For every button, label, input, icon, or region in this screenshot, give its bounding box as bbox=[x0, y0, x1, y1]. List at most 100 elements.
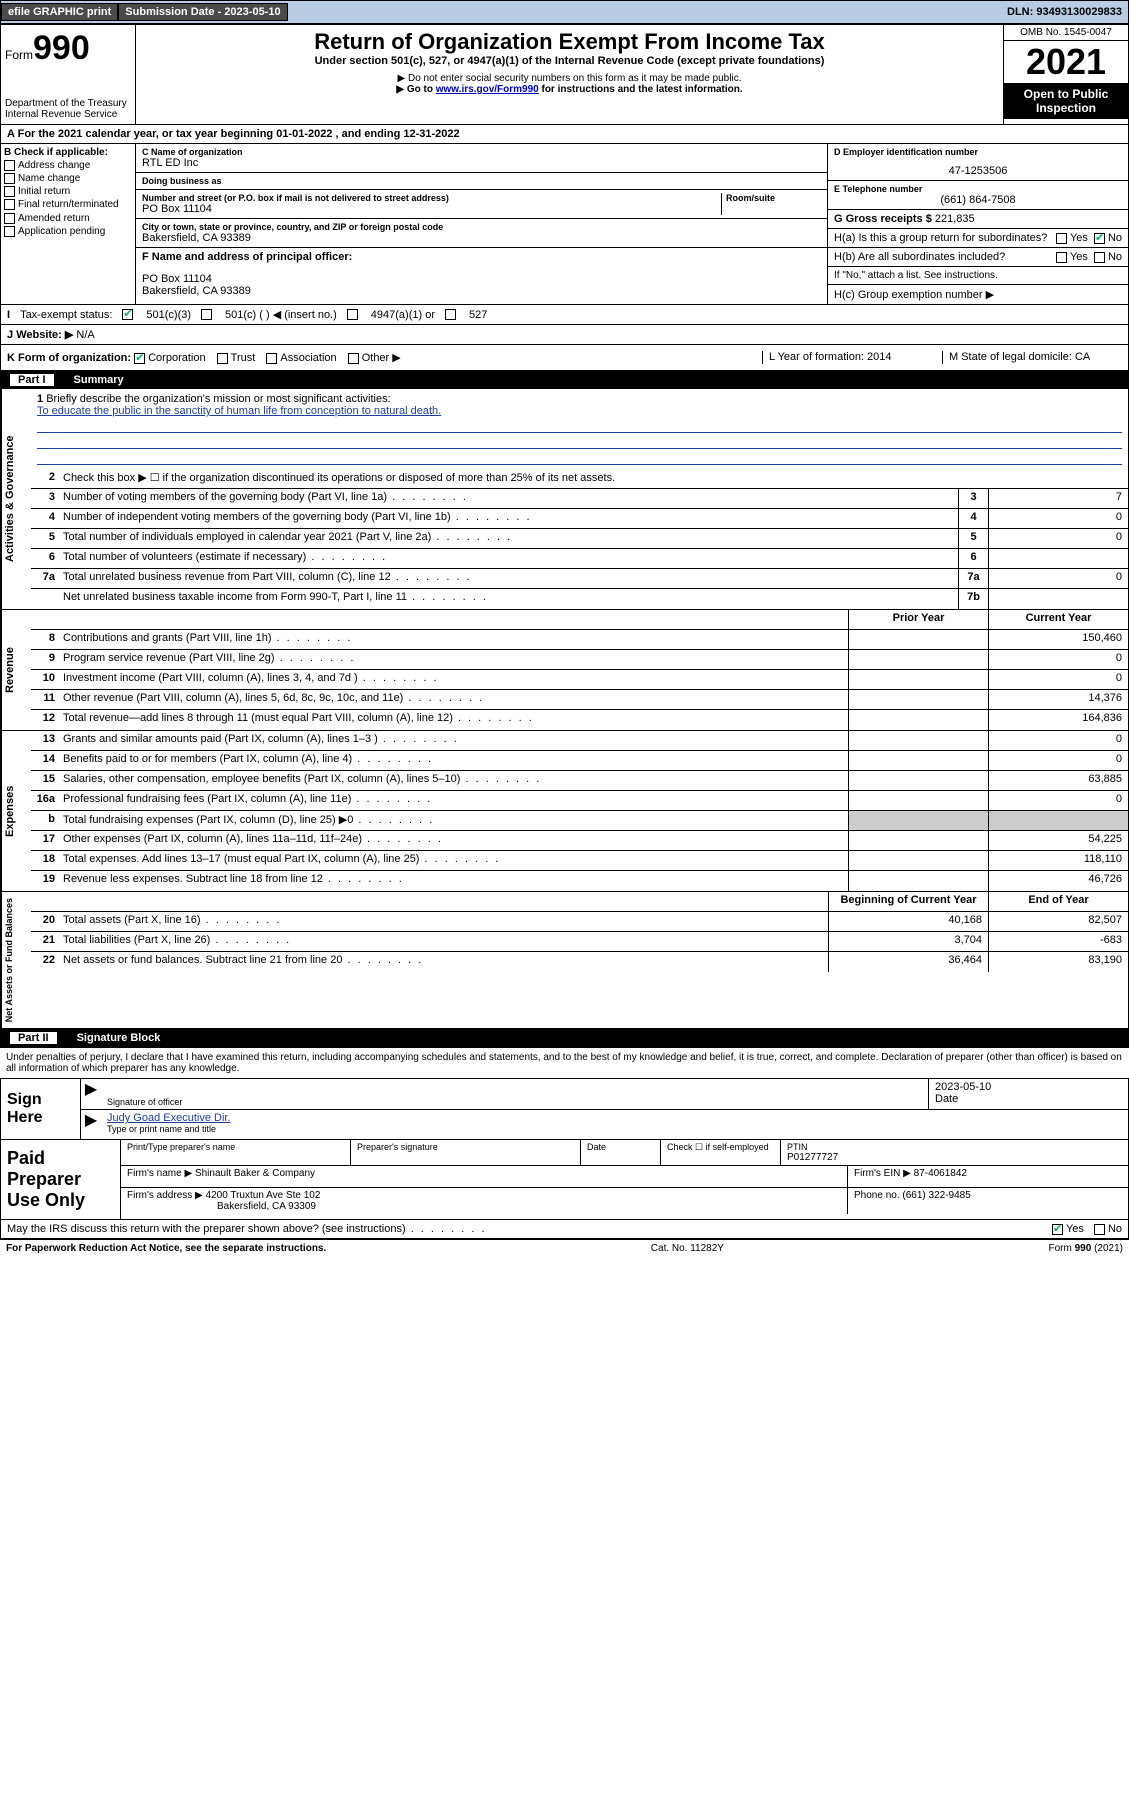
col-d-e-g: D Employer identification number 47-1253… bbox=[828, 144, 1128, 304]
527-checkbox[interactable] bbox=[445, 309, 456, 320]
ha-yes-checkbox[interactable] bbox=[1056, 233, 1067, 244]
officer-label: F Name and address of principal officer: bbox=[142, 251, 821, 263]
ha-label: H(a) Is this a group return for subordin… bbox=[834, 232, 1056, 244]
firm-addr1: 4200 Truxtun Ave Ste 102 bbox=[206, 1190, 321, 1201]
discuss-no-checkbox[interactable] bbox=[1094, 1224, 1105, 1235]
paid-preparer-block: Paid Preparer Use Only Print/Type prepar… bbox=[0, 1140, 1129, 1220]
goto-pre: ▶ Go to bbox=[396, 84, 435, 95]
tax-year: 2021 bbox=[1004, 41, 1128, 83]
firm-ein: 87-4061842 bbox=[914, 1168, 967, 1179]
page-footer: For Paperwork Reduction Act Notice, see … bbox=[0, 1239, 1129, 1257]
phone-value: (661) 864-7508 bbox=[834, 194, 1122, 206]
col-b-checkboxes: B Check if applicable: Address change Na… bbox=[1, 144, 136, 304]
firm-name-label: Firm's name ▶ bbox=[127, 1168, 192, 1179]
sign-here-label: Sign Here bbox=[1, 1079, 81, 1139]
row-a-letter: A bbox=[7, 128, 18, 140]
hb-yes-checkbox[interactable] bbox=[1056, 252, 1067, 263]
name-title-field: Judy Goad Executive Dir. Type or print n… bbox=[101, 1110, 1128, 1136]
header-middle: Return of Organization Exempt From Incom… bbox=[136, 25, 1003, 124]
summary-net-assets: Net Assets or Fund Balances Beginning of… bbox=[0, 892, 1129, 1029]
hb-no-checkbox[interactable] bbox=[1094, 252, 1105, 263]
ha-no-checkbox[interactable] bbox=[1094, 233, 1105, 244]
begin-year-header: Beginning of Current Year bbox=[828, 892, 988, 911]
discuss-yes-checkbox[interactable] bbox=[1052, 1224, 1063, 1235]
firm-name: Shinault Baker & Company bbox=[195, 1168, 315, 1179]
chk-name-change[interactable]: Name change bbox=[4, 173, 132, 184]
year-formation: L Year of formation: 2014 bbox=[762, 351, 942, 364]
form-990-number: 990 bbox=[33, 29, 90, 67]
chk-final-return[interactable]: Final return/terminated bbox=[4, 199, 132, 210]
addr-label: Number and street (or P.O. box if mail i… bbox=[142, 193, 721, 203]
prep-phone: (661) 322-9485 bbox=[902, 1190, 970, 1201]
submission-date-button[interactable]: Submission Date - 2023-05-10 bbox=[118, 3, 287, 21]
part-ii-label: Part II bbox=[10, 1032, 57, 1044]
hb-note: If "No," attach a list. See instructions… bbox=[828, 267, 1128, 285]
501c-checkbox[interactable] bbox=[201, 309, 212, 320]
trust-checkbox[interactable] bbox=[217, 353, 228, 364]
header-right: OMB No. 1545-0047 2021 Open to Public In… bbox=[1003, 25, 1128, 124]
vtab-activities: Activities & Governance bbox=[1, 389, 31, 609]
corp-checkbox[interactable] bbox=[134, 353, 145, 364]
self-employed-check[interactable]: Check ☐ if self-employed bbox=[667, 1142, 774, 1153]
phone-label: E Telephone number bbox=[834, 184, 1122, 194]
501c-label: 501(c) ( ) ◀ (insert no.) bbox=[225, 308, 337, 321]
assoc-checkbox[interactable] bbox=[266, 353, 277, 364]
irs-form990-link[interactable]: www.irs.gov/Form990 bbox=[436, 84, 539, 95]
prep-phone-label: Phone no. bbox=[854, 1190, 900, 1201]
summary-row: 14Benefits paid to or for members (Part … bbox=[31, 751, 1128, 771]
chk-label: Application pending bbox=[18, 226, 105, 237]
state-domicile: M State of legal domicile: CA bbox=[942, 351, 1122, 364]
paid-preparer-label: Paid Preparer Use Only bbox=[1, 1140, 121, 1219]
summary-row: 4Number of independent voting members of… bbox=[31, 509, 1128, 529]
row-j-website: J Website: ▶ N/A bbox=[0, 325, 1129, 345]
summary-row: 19Revenue less expenses. Subtract line 1… bbox=[31, 871, 1128, 891]
vtab-net-assets: Net Assets or Fund Balances bbox=[1, 892, 31, 1028]
chk-address-change[interactable]: Address change bbox=[4, 160, 132, 171]
no-label: No bbox=[1108, 232, 1122, 244]
ptin-label: PTIN bbox=[787, 1142, 1122, 1152]
paperwork-notice: For Paperwork Reduction Act Notice, see … bbox=[6, 1243, 326, 1254]
row-a-text: For the 2021 calendar year, or tax year … bbox=[18, 128, 460, 140]
chk-application-pending[interactable]: Application pending bbox=[4, 226, 132, 237]
4947-checkbox[interactable] bbox=[347, 309, 358, 320]
no-label: No bbox=[1108, 251, 1122, 263]
yes-label: Yes bbox=[1070, 232, 1088, 244]
row-i-tax-exempt: I Tax-exempt status: 501(c)(3) 501(c) ( … bbox=[0, 305, 1129, 325]
efile-print-button[interactable]: efile GRAPHIC print bbox=[1, 3, 118, 21]
summary-activities-governance: Activities & Governance 1 Briefly descri… bbox=[0, 389, 1129, 610]
sign-here-block: Sign Here ▶ Signature of officer 2023-05… bbox=[0, 1078, 1129, 1140]
trust-label: Trust bbox=[231, 352, 256, 364]
preparer-name-label: Print/Type preparer's name bbox=[127, 1142, 344, 1152]
signature-field[interactable]: Signature of officer bbox=[101, 1079, 928, 1109]
chk-amended-return[interactable]: Amended return bbox=[4, 213, 132, 224]
q2-label: Check this box ▶ ☐ if the organization d… bbox=[59, 469, 1128, 488]
chk-initial-return[interactable]: Initial return bbox=[4, 186, 132, 197]
4947-label: 4947(a)(1) or bbox=[371, 309, 435, 321]
org-name-label: C Name of organization bbox=[142, 147, 821, 157]
summary-row: 16aProfessional fundraising fees (Part I… bbox=[31, 791, 1128, 811]
form-footer: Form 990 (2021) bbox=[1049, 1243, 1123, 1254]
501c3-checkbox[interactable] bbox=[122, 309, 133, 320]
city-label: City or town, state or province, country… bbox=[142, 222, 821, 232]
part-i-title: Summary bbox=[74, 374, 124, 386]
form-subtitle: Under section 501(c), 527, or 4947(a)(1)… bbox=[140, 55, 999, 67]
vtab-revenue: Revenue bbox=[1, 610, 31, 730]
other-checkbox[interactable] bbox=[348, 353, 359, 364]
officer-name-title: Judy Goad Executive Dir. bbox=[107, 1112, 1122, 1124]
firm-ein-label: Firm's EIN ▶ bbox=[854, 1168, 911, 1179]
irs-label: Internal Revenue Service bbox=[5, 109, 131, 120]
chk-label: Name change bbox=[18, 173, 80, 184]
summary-row: 7aTotal unrelated business revenue from … bbox=[31, 569, 1128, 589]
q1-value: To educate the public in the sanctity of… bbox=[37, 405, 1122, 417]
officer-addr1: PO Box 11104 bbox=[142, 273, 821, 285]
irs-discuss-row: May the IRS discuss this return with the… bbox=[0, 1220, 1129, 1239]
other-label: Other ▶ bbox=[362, 352, 401, 364]
row-a-tax-year: A For the 2021 calendar year, or tax yea… bbox=[0, 125, 1129, 144]
summary-row: 5Total number of individuals employed in… bbox=[31, 529, 1128, 549]
501c3-label: 501(c)(3) bbox=[146, 309, 191, 321]
preparer-sig-label: Preparer's signature bbox=[357, 1142, 574, 1152]
goto-post: for instructions and the latest informat… bbox=[539, 84, 743, 95]
summary-row: 6Total number of volunteers (estimate if… bbox=[31, 549, 1128, 569]
dln-label: DLN: 93493130029833 bbox=[1001, 4, 1128, 20]
firm-addr2: Bakersfield, CA 93309 bbox=[217, 1201, 841, 1212]
